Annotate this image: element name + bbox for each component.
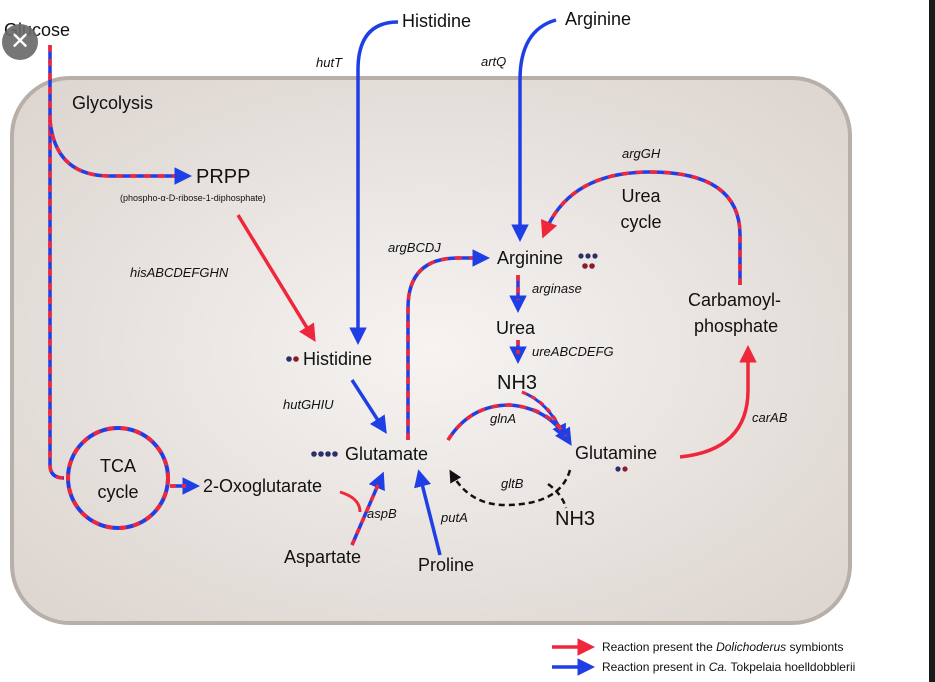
arginine-import-arrow bbox=[511, 18, 557, 242]
enzyme-argGH: argGH bbox=[622, 146, 661, 161]
enzyme-gltB: gltB bbox=[501, 476, 524, 491]
tca-label-line1: TCA bbox=[100, 456, 136, 476]
prpp-to-histidine-arrow bbox=[236, 214, 316, 342]
arginine-label: Arginine bbox=[497, 248, 563, 268]
histidine-external-label: Histidine bbox=[402, 11, 471, 31]
prpp-label: PRPP bbox=[196, 166, 250, 188]
aspartate-to-glutamate-arrow bbox=[350, 471, 385, 546]
histidine-import-arrow bbox=[349, 20, 399, 345]
glutamate-to-arginine-arrow bbox=[406, 249, 490, 440]
enzyme-hisABCDEFGHN: hisABCDEFGHN bbox=[130, 265, 229, 280]
glutamate-dots bbox=[311, 451, 338, 457]
enzyme-hutGHIU: hutGHIU bbox=[283, 397, 334, 412]
glutamine-label: Glutamine bbox=[575, 443, 657, 463]
urea-label: Urea bbox=[496, 318, 536, 338]
enzyme-artQ: artQ bbox=[481, 54, 506, 69]
prpp-full-name: (phospho-α-D-ribose-1-diphosphate) bbox=[120, 193, 266, 203]
glutamine-dots bbox=[615, 466, 628, 472]
enzyme-glnA: glnA bbox=[490, 411, 516, 426]
histidine-dots bbox=[286, 356, 299, 362]
nh3-label: NH3 bbox=[497, 372, 537, 394]
legend-blue-text: Reaction present in Ca. Tokpelaia hoelld… bbox=[602, 660, 855, 674]
nh3-second-label: NH3 bbox=[555, 508, 595, 530]
arginine-dots bbox=[578, 253, 598, 269]
legend: Reaction present the Dolichoderus symbio… bbox=[552, 638, 855, 676]
aspartate-label: Aspartate bbox=[284, 547, 361, 567]
enzyme-carAB: carAB bbox=[752, 410, 788, 425]
enzyme-hutT: hutT bbox=[316, 55, 343, 70]
tca-cycle-circle bbox=[66, 426, 170, 530]
close-button[interactable]: ✕ bbox=[2, 24, 38, 60]
carbamoyl-label-line2: phosphate bbox=[694, 316, 778, 336]
glucose-to-tca-arrow bbox=[48, 45, 65, 480]
nh3-to-gltb-branch bbox=[547, 482, 568, 509]
glutamine-to-glutamate-gltb-arrow bbox=[449, 469, 572, 507]
cell-compartment bbox=[10, 76, 852, 625]
glutamine-to-carbamoyl-arrow bbox=[679, 345, 757, 459]
enzyme-aspB: aspB bbox=[367, 506, 397, 521]
enzyme-argBCDJ: argBCDJ bbox=[388, 240, 441, 255]
enzyme-putA: putA bbox=[440, 510, 468, 525]
oxoglutarate-label: 2-Oxoglutarate bbox=[203, 476, 322, 496]
glutamate-label: Glutamate bbox=[345, 444, 428, 464]
histidine-to-glutamate-arrow bbox=[350, 379, 387, 434]
glutamate-to-glutamine-arrow bbox=[446, 403, 572, 446]
proline-label: Proline bbox=[418, 555, 474, 575]
urea-cycle-label-line2: cycle bbox=[620, 212, 661, 232]
enzyme-arginase: arginase bbox=[532, 281, 582, 296]
proline-to-glutamate-arrow bbox=[414, 469, 442, 556]
histidine-label: Histidine bbox=[303, 349, 372, 369]
window-edge bbox=[929, 0, 935, 682]
enzyme-ureABCDEFG: ureABCDEFG bbox=[532, 344, 614, 359]
glucose-to-prpp-arrow bbox=[48, 119, 192, 185]
legend-red-text: Reaction present the Dolichoderus symbio… bbox=[602, 640, 843, 654]
compartment-label: Glycolysis bbox=[72, 93, 153, 113]
arginine-external-label: Arginine bbox=[565, 9, 631, 29]
carbamoyl-label-line1: Carbamoyl- bbox=[688, 290, 781, 310]
urea-cycle-label-line1: Urea bbox=[621, 186, 661, 206]
urea-cycle-arc bbox=[540, 170, 742, 285]
tca-label-line2: cycle bbox=[97, 482, 138, 502]
oxoglutarate-to-aspb-branch bbox=[339, 490, 362, 513]
